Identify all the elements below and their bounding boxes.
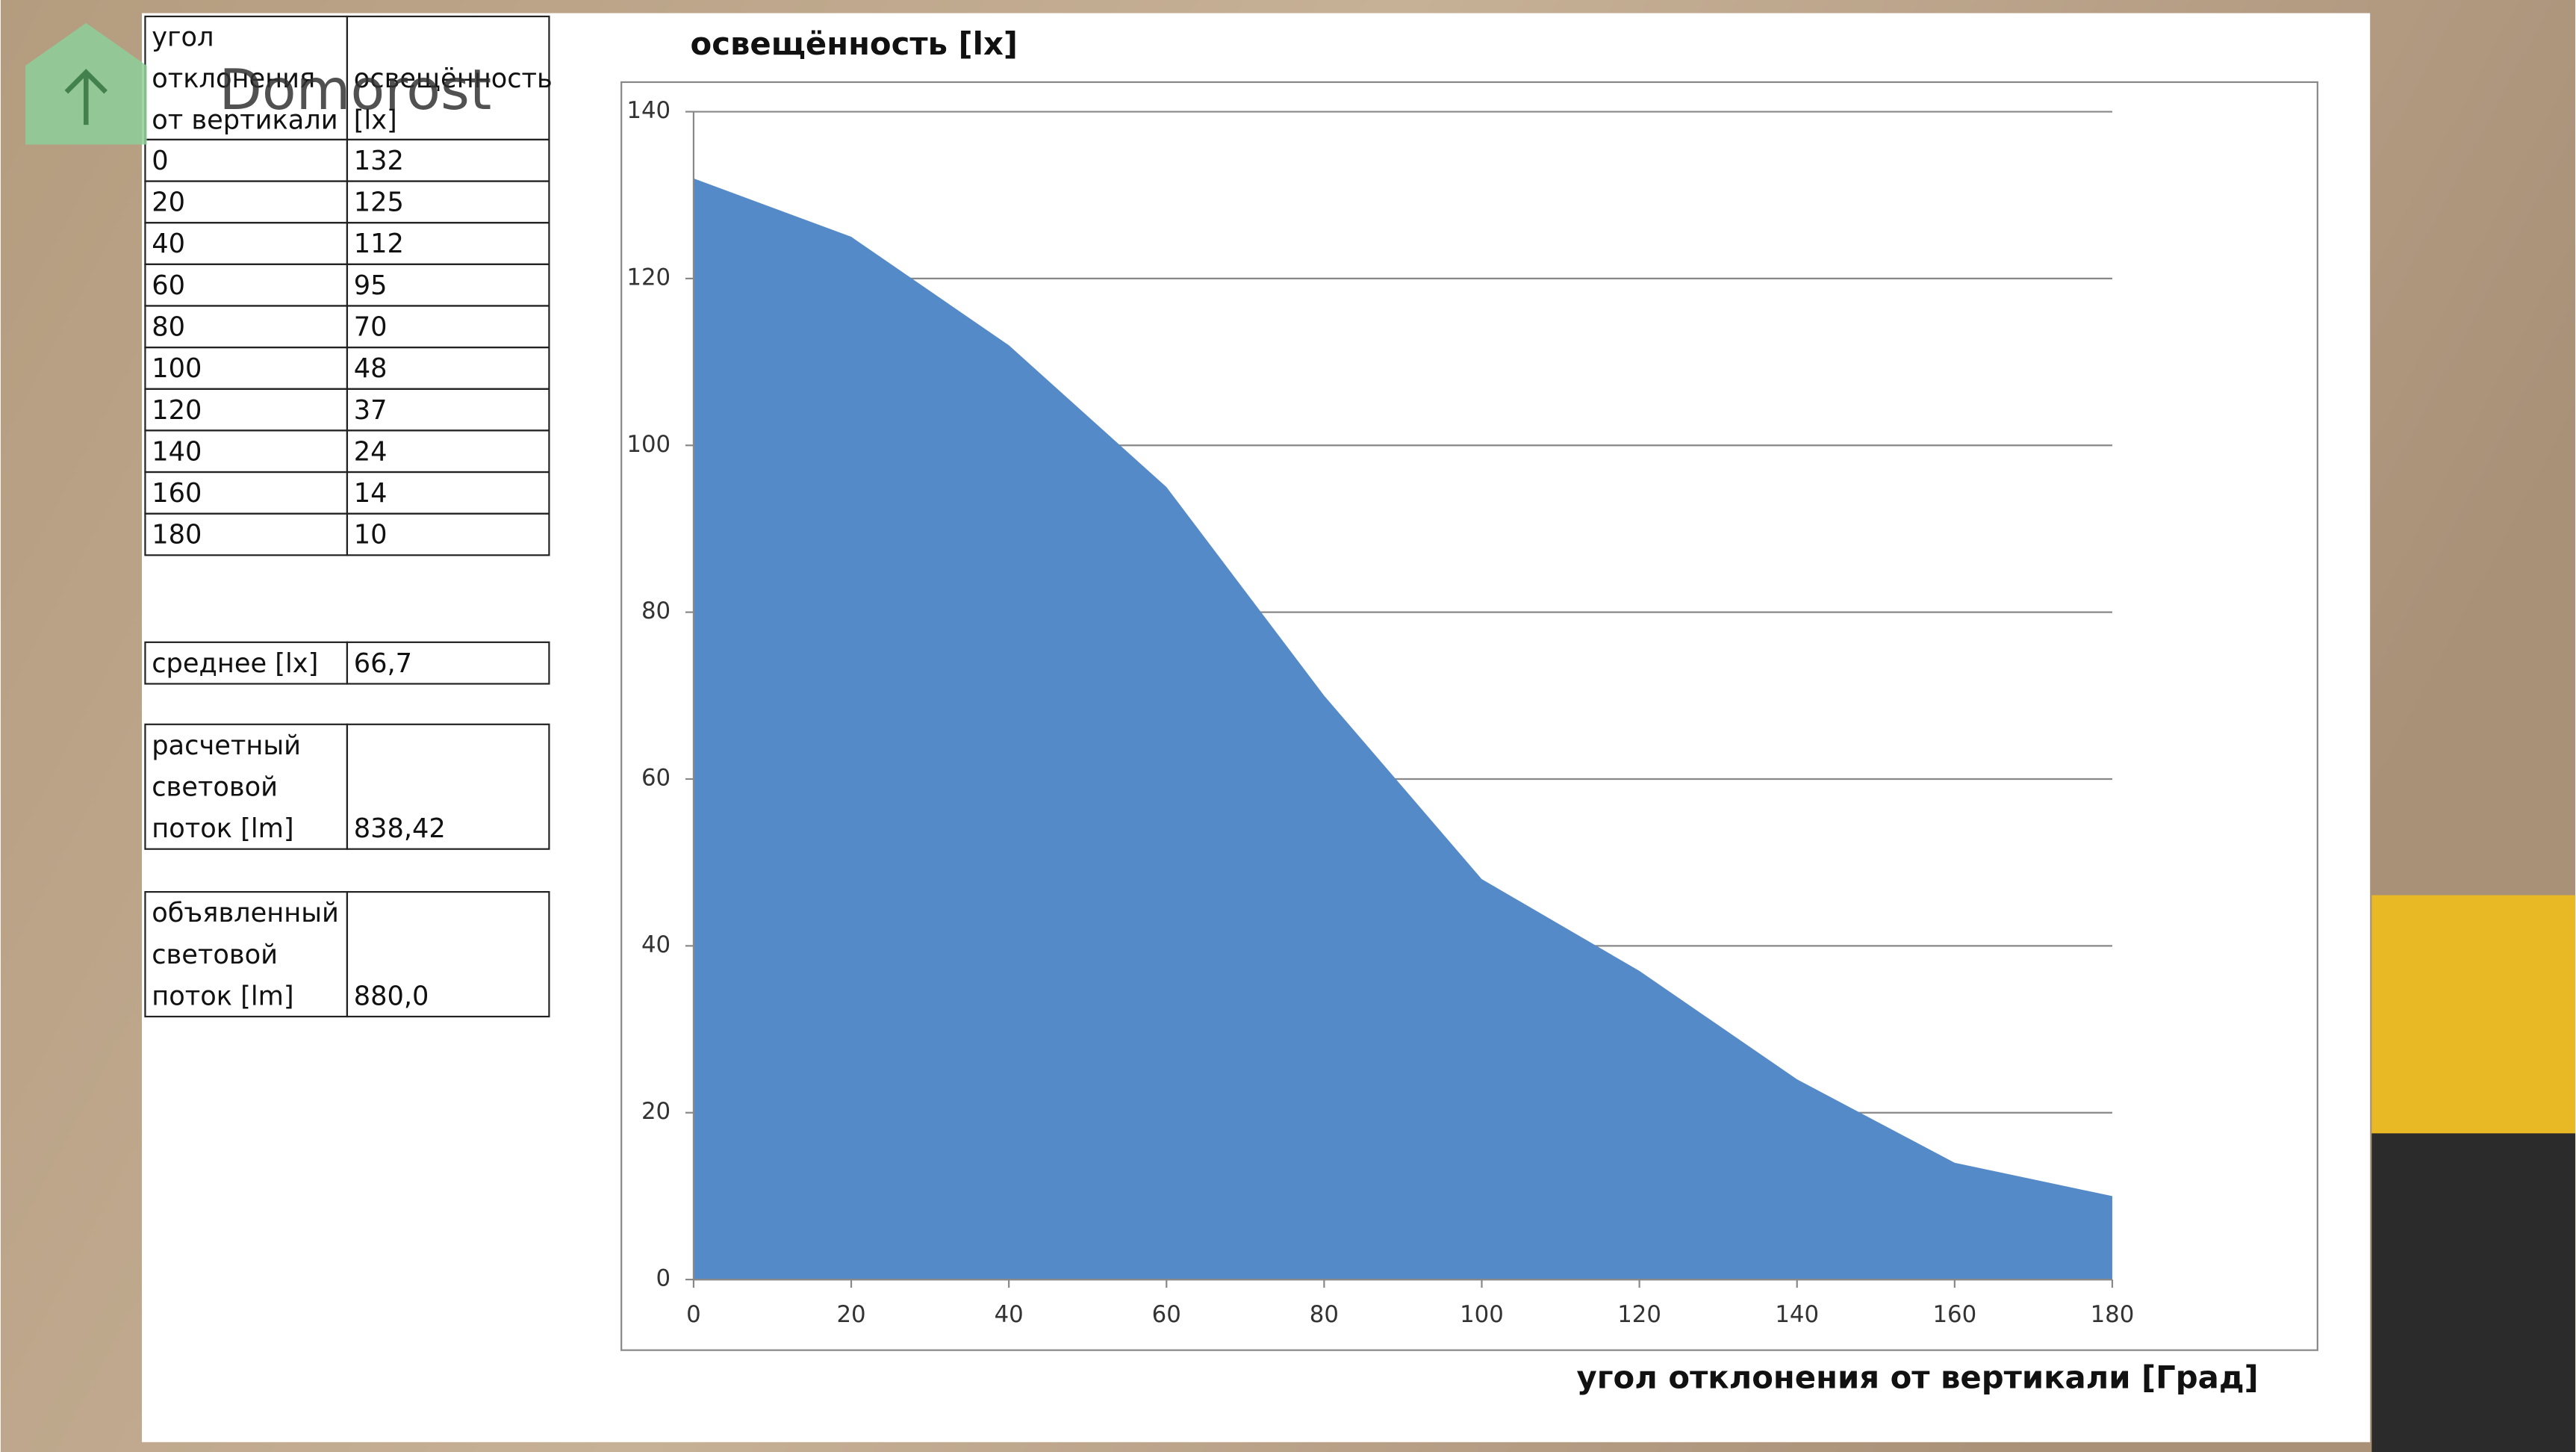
y-tick-label: 120: [626, 264, 671, 291]
y-tick-label: 60: [641, 764, 671, 791]
x-tick-label: 140: [1775, 1301, 1819, 1328]
table-text: 120: [152, 395, 202, 426]
summary-value: 838,42: [354, 813, 446, 844]
logo-text: Domorost: [219, 58, 491, 122]
x-tick-label: 120: [1617, 1301, 1661, 1328]
summary-label: световой: [152, 772, 278, 802]
summary-value: 66,7: [354, 648, 412, 679]
table-text: 48: [354, 353, 388, 384]
table: угол отклонения от вертикали освещённость [l…: [144, 15, 553, 1018]
summary-label: расчетный: [152, 730, 301, 761]
y-tick-label: 20: [641, 1098, 671, 1125]
logo-arrow: [64, 69, 108, 125]
table-text: 70: [354, 311, 388, 342]
table-cell: [346, 641, 550, 685]
x-tick-label: 40: [995, 1301, 1024, 1328]
summary-label: поток [lm]: [152, 981, 293, 1011]
x-tick-label: 80: [1310, 1301, 1339, 1328]
x-tick-label: 60: [1152, 1301, 1181, 1328]
x-tick-label: 160: [1932, 1301, 1976, 1328]
table-text: 160: [152, 478, 202, 509]
table-text: 140: [152, 436, 202, 467]
y-tick-label: 80: [641, 598, 671, 624]
chart-title: освещённость [lx]: [691, 25, 1018, 62]
header-text: от вертикали: [152, 105, 337, 136]
x-tick-label: 20: [836, 1301, 865, 1328]
y-tick-label: 100: [626, 431, 671, 458]
table-text: 37: [354, 395, 388, 426]
area: [693, 178, 2112, 1280]
header-text: отклонения: [152, 63, 315, 94]
y-tick-label: 40: [641, 931, 671, 958]
x-tick-label: 180: [2091, 1301, 2135, 1328]
logo: Domorost: [25, 22, 491, 145]
y-tick-label: 0: [656, 1265, 671, 1292]
box-band: [2371, 1133, 2576, 1452]
table-text: 100: [152, 353, 202, 384]
summary-label: объявленный: [152, 898, 339, 928]
table-text: 112: [354, 229, 404, 259]
y-tick-label: 140: [626, 97, 671, 124]
table-cell: [346, 512, 550, 556]
table-text: 125: [354, 187, 404, 218]
table-text: 10: [354, 520, 388, 550]
summary-label: среднее [lx]: [152, 648, 318, 679]
x-tick-label: 0: [686, 1301, 701, 1328]
summary-value: 880,0: [354, 981, 429, 1011]
table-text: 20: [152, 187, 185, 218]
table-cell: [346, 891, 550, 1018]
table-cell: [346, 723, 550, 850]
table-text: 60: [152, 270, 185, 301]
summary-label: поток [lm]: [152, 813, 293, 844]
table-text: 24: [354, 436, 388, 467]
chart-frame: [620, 81, 2318, 1351]
table-text: 180: [152, 520, 202, 550]
table-text: 95: [354, 270, 388, 301]
table-text: 132: [354, 146, 404, 176]
summary-label: световой: [152, 940, 278, 970]
chart: 0 20 40 60 80 100 120 140 0 20 40 60 80 100 120 140 160 1…: [626, 97, 2134, 1328]
table-text: 80: [152, 311, 185, 342]
x-tick-label: 100: [1460, 1301, 1504, 1328]
table-text: 0: [152, 146, 168, 176]
table-text: 14: [354, 478, 388, 509]
header-text: угол: [152, 22, 214, 52]
header-text: [lx]: [354, 105, 397, 136]
x-axis-label: угол отклонения от вертикали [Град]: [1577, 1359, 2259, 1396]
header-text: освещённость: [354, 63, 553, 94]
table-text: 40: [152, 229, 185, 259]
